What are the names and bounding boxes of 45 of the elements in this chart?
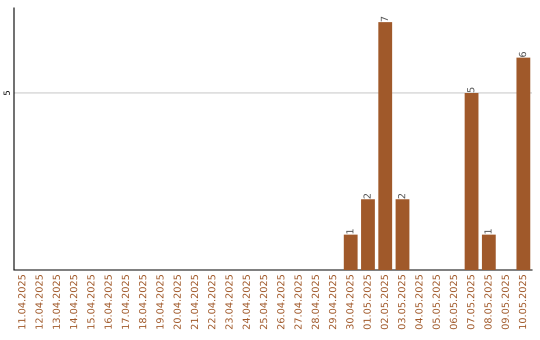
x-tick-label: 15.04.2025: [87, 275, 95, 329]
bar: [361, 199, 375, 270]
x-tick-label: 24.04.2025: [242, 275, 250, 330]
x-tick-label: 13.04.2025: [52, 275, 60, 329]
x-tick-label: 17.04.2025: [122, 275, 130, 329]
bar: [516, 58, 530, 270]
bar: [482, 234, 496, 270]
x-tick-label: 22.04.2025: [208, 275, 216, 330]
x-tick-label: 25.04.2025: [260, 275, 268, 330]
x-tick-label: 03.05.2025: [398, 275, 406, 330]
x-tick-label: 23.04.2025: [225, 275, 233, 330]
data-label: 2: [398, 194, 406, 198]
x-tick-label: 28.04.2025: [312, 275, 319, 330]
data-label: 1: [484, 229, 492, 234]
x-tick-label: 12.04.2025: [35, 275, 43, 329]
x-tick-label: 10.05.2025: [518, 275, 526, 329]
data-label: 1: [346, 229, 354, 234]
x-tick-label: 18.04.2025: [138, 275, 146, 329]
bar: [464, 92, 478, 270]
x-tick-label: 02.05.2025: [380, 275, 388, 330]
bar: [378, 22, 392, 270]
x-tick-label: 01.05.2025: [363, 275, 371, 330]
data-label: 2: [363, 194, 371, 198]
x-tick-label: 19.04.2025: [156, 275, 164, 329]
bar: [344, 234, 358, 270]
x-tick-label: 21.04.2025: [190, 275, 198, 330]
x-tick-label: 11.04.2025: [18, 275, 26, 329]
ref-line-label: 5: [4, 91, 10, 95]
data-label: 6: [518, 52, 526, 57]
x-tick-label: 07.05.2025: [467, 275, 474, 330]
x-tick-label: 26.04.2025: [277, 275, 284, 330]
x-tick-label: 20.04.2025: [174, 275, 181, 330]
x-tick-label: 29.04.2025: [328, 275, 336, 330]
x-tick-label: 27.04.2025: [294, 275, 302, 330]
x-tick-label: 05.05.2025: [432, 275, 440, 330]
x-tick-label: 04.05.2025: [415, 275, 423, 330]
x-tick-label: 08.05.2025: [484, 275, 492, 330]
x-tick-label: 14.04.2025: [70, 275, 78, 329]
x-tick-label: 09.05.2025: [502, 275, 509, 330]
x-tick-label: 06.05.2025: [450, 275, 458, 330]
bar: [396, 199, 410, 270]
data-label: 7: [380, 16, 388, 22]
data-label: 5: [467, 88, 474, 92]
x-tick-label: 30.04.2025: [346, 275, 354, 330]
x-tick-label: 16.04.2025: [104, 275, 112, 329]
